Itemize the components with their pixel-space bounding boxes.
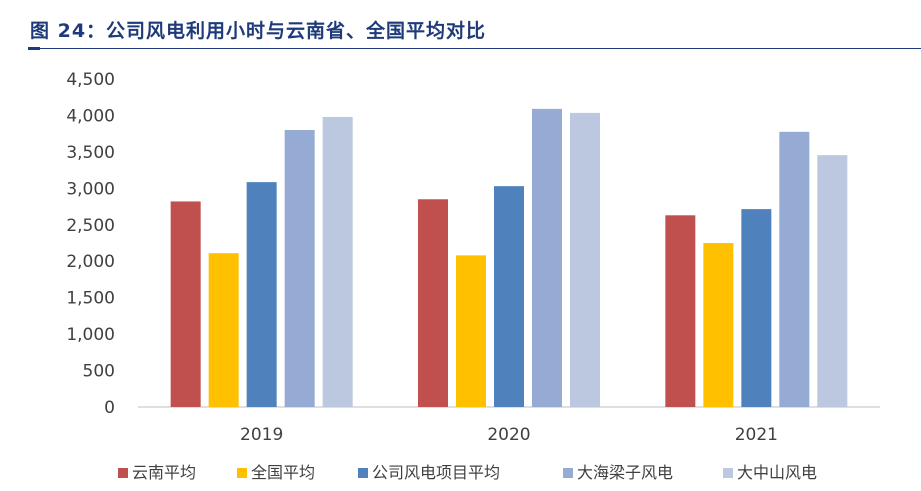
- legend-label: 公司风电项目平均: [372, 463, 500, 482]
- bar-2021-4: [817, 155, 848, 407]
- y-tick-label: 1,500: [66, 289, 115, 309]
- y-tick-label: 0: [104, 398, 115, 418]
- legend-swatch: [358, 468, 368, 478]
- x-tick-label: 2019: [240, 425, 283, 445]
- bar-2019-1: [208, 253, 239, 407]
- y-tick-label: 2,500: [66, 216, 115, 236]
- bar-2019-4: [322, 116, 353, 407]
- title-underline: [28, 48, 921, 49]
- title-underline-accent: [28, 47, 40, 50]
- x-tick-label: 2021: [735, 425, 778, 445]
- legend-label: 云南平均: [132, 463, 196, 482]
- y-tick-label: 3,000: [66, 179, 115, 199]
- y-tick-label: 4,000: [66, 106, 115, 126]
- legend-label: 全国平均: [251, 463, 315, 482]
- x-tick-label: 2020: [487, 425, 530, 445]
- y-tick-label: 2,000: [66, 252, 115, 272]
- bar-2021-3: [779, 131, 810, 407]
- legend-label: 大中山风电: [737, 463, 817, 482]
- legend-swatch: [118, 468, 128, 478]
- legend-label: 大海梁子风电: [577, 463, 673, 482]
- legend-swatch: [563, 468, 573, 478]
- bar-2021-1: [703, 243, 734, 407]
- bar-2021-2: [741, 209, 772, 407]
- bar-2019-3: [284, 130, 315, 407]
- y-tick-label: 3,500: [66, 143, 115, 163]
- y-tick-label: 500: [83, 362, 115, 382]
- y-tick-label: 4,500: [66, 70, 115, 90]
- legend-swatch: [723, 468, 733, 478]
- bar-2020-1: [456, 255, 486, 407]
- bar-2021-0: [665, 215, 696, 407]
- bar-2019-2: [246, 182, 277, 407]
- legend-swatch: [237, 468, 247, 478]
- bar-2020-4: [570, 112, 600, 407]
- y-tick-label: 1,000: [66, 325, 115, 345]
- bar-2020-3: [532, 108, 562, 407]
- bar-2019-0: [170, 201, 201, 407]
- bar-2020-0: [418, 199, 448, 407]
- bar-2020-2: [494, 186, 524, 407]
- chart-title: 图 24：公司风电利用小时与云南省、全国平均对比: [30, 20, 487, 42]
